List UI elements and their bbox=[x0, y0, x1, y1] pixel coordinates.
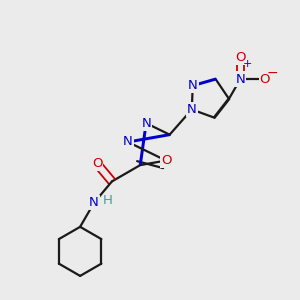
Text: N: N bbox=[188, 79, 198, 92]
Text: O: O bbox=[92, 158, 102, 170]
Text: O: O bbox=[161, 154, 171, 167]
Text: O: O bbox=[235, 51, 246, 64]
Text: −: − bbox=[266, 66, 278, 80]
Text: N: N bbox=[236, 73, 245, 85]
Text: +: + bbox=[243, 59, 252, 69]
Text: N: N bbox=[141, 117, 151, 130]
Text: O: O bbox=[260, 73, 270, 85]
Text: N: N bbox=[187, 103, 197, 116]
Text: H: H bbox=[103, 194, 113, 207]
Text: N: N bbox=[89, 196, 99, 209]
Text: N: N bbox=[123, 136, 133, 148]
